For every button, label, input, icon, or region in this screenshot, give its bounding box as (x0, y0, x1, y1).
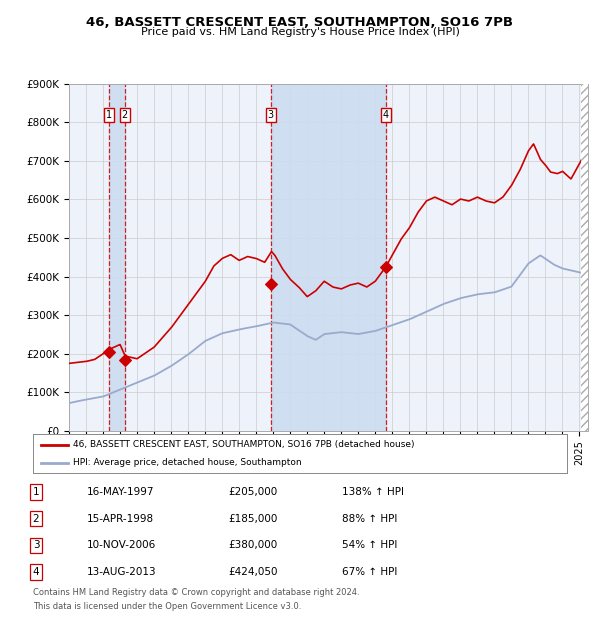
Text: 16-MAY-1997: 16-MAY-1997 (87, 487, 155, 497)
Text: Price paid vs. HM Land Registry's House Price Index (HPI): Price paid vs. HM Land Registry's House … (140, 27, 460, 37)
Text: 88% ↑ HPI: 88% ↑ HPI (342, 513, 397, 524)
Text: £185,000: £185,000 (228, 513, 277, 524)
Text: This data is licensed under the Open Government Licence v3.0.: This data is licensed under the Open Gov… (33, 602, 301, 611)
Text: 46, BASSETT CRESCENT EAST, SOUTHAMPTON, SO16 7PB (detached house): 46, BASSETT CRESCENT EAST, SOUTHAMPTON, … (73, 440, 415, 449)
Text: 54% ↑ HPI: 54% ↑ HPI (342, 540, 397, 551)
Text: 46, BASSETT CRESCENT EAST, SOUTHAMPTON, SO16 7PB: 46, BASSETT CRESCENT EAST, SOUTHAMPTON, … (86, 16, 514, 29)
Text: 1: 1 (32, 487, 40, 497)
Text: 4: 4 (32, 567, 40, 577)
Text: 67% ↑ HPI: 67% ↑ HPI (342, 567, 397, 577)
Text: 2: 2 (122, 110, 128, 120)
Point (266, 280, 275, 290)
Text: £205,000: £205,000 (228, 487, 277, 497)
Text: 3: 3 (268, 110, 274, 120)
Text: 1: 1 (106, 110, 112, 120)
Text: 138% ↑ HPI: 138% ↑ HPI (342, 487, 404, 497)
Text: HPI: Average price, detached house, Southampton: HPI: Average price, detached house, Sout… (73, 458, 302, 467)
Bar (109, 84, 125, 431)
Point (120, 355, 130, 365)
Text: 13-AUG-2013: 13-AUG-2013 (87, 567, 157, 577)
Text: Contains HM Land Registry data © Crown copyright and database right 2024.: Contains HM Land Registry data © Crown c… (33, 588, 359, 598)
Text: 3: 3 (32, 540, 40, 551)
Point (381, 262, 391, 272)
Bar (271, 84, 386, 431)
Point (104, 347, 114, 356)
Text: 2: 2 (32, 513, 40, 524)
Text: 10-NOV-2006: 10-NOV-2006 (87, 540, 156, 551)
Text: £380,000: £380,000 (228, 540, 277, 551)
Text: 15-APR-1998: 15-APR-1998 (87, 513, 154, 524)
Text: £424,050: £424,050 (228, 567, 277, 577)
Text: 4: 4 (383, 110, 389, 120)
